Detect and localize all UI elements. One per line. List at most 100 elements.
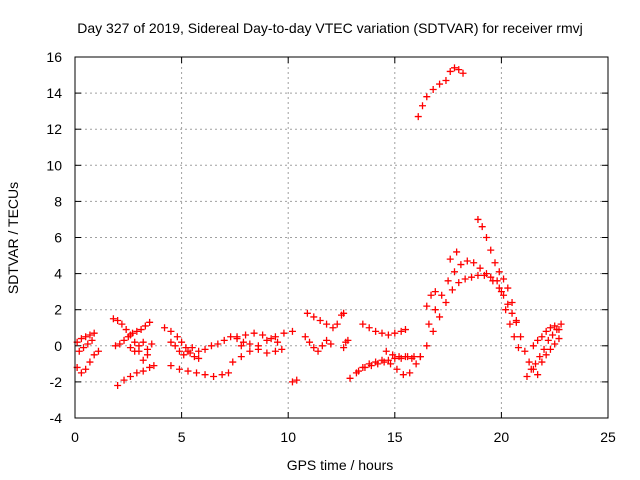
data-point <box>365 324 373 332</box>
x-tick-label: 10 <box>280 429 296 445</box>
x-tick-label: 5 <box>178 429 186 445</box>
data-point <box>167 362 175 370</box>
data-point <box>468 273 476 281</box>
data-point <box>254 345 262 353</box>
series-arc-11 <box>195 333 247 355</box>
data-point <box>271 347 279 355</box>
series-arc-14 <box>237 340 286 357</box>
data-point <box>508 298 516 306</box>
data-point <box>367 362 375 370</box>
data-point <box>510 333 518 341</box>
data-point <box>178 338 186 346</box>
data-point <box>293 376 301 384</box>
data-point <box>271 333 279 341</box>
data-point <box>380 358 388 366</box>
data-point <box>278 345 286 353</box>
y-tick-label: -2 <box>50 374 63 390</box>
data-point <box>327 340 335 348</box>
data-point <box>250 329 258 337</box>
data-point <box>306 338 314 346</box>
data-point <box>229 358 237 366</box>
data-point <box>423 93 431 101</box>
data-point <box>207 342 215 350</box>
data-point <box>124 333 132 341</box>
data-point <box>416 353 424 361</box>
data-point <box>301 333 309 341</box>
data-point <box>512 317 520 325</box>
series-arc-23 <box>382 347 416 362</box>
data-point <box>323 320 331 328</box>
data-point <box>482 270 490 278</box>
data-point <box>425 320 433 328</box>
data-point <box>540 345 548 353</box>
data-point <box>399 371 407 379</box>
data-point <box>387 360 395 368</box>
data-point <box>86 331 94 339</box>
data-point <box>150 362 158 370</box>
data-point <box>538 333 546 341</box>
data-point <box>355 367 363 375</box>
data-point <box>414 113 422 121</box>
data-point <box>161 324 169 332</box>
data-point <box>220 336 228 344</box>
data-point <box>218 371 226 379</box>
data-point <box>75 347 83 355</box>
data-point <box>384 356 392 364</box>
data-point <box>88 336 96 344</box>
data-point <box>542 351 550 359</box>
data-point <box>84 340 92 348</box>
series-arc-32 <box>538 335 563 366</box>
data-point <box>391 354 399 362</box>
y-tick-label: 2 <box>54 302 62 318</box>
data-point <box>463 257 471 265</box>
series-arc-24 <box>414 64 467 121</box>
data-point <box>263 336 271 344</box>
data-point <box>495 284 503 292</box>
data-point <box>184 367 192 375</box>
y-tick-label: -4 <box>50 410 63 426</box>
data-point <box>401 326 409 334</box>
series-arc-27 <box>423 288 439 310</box>
data-point <box>502 306 510 314</box>
series-arc-3 <box>75 336 96 355</box>
data-point <box>527 365 535 373</box>
data-point <box>450 64 458 72</box>
data-point <box>310 344 318 352</box>
data-point <box>173 333 181 341</box>
data-point <box>133 369 141 377</box>
data-point <box>122 326 130 334</box>
data-point <box>314 347 322 355</box>
data-point <box>201 345 209 353</box>
x-tick-label: 20 <box>494 429 510 445</box>
data-point <box>90 329 98 337</box>
data-point <box>82 333 90 341</box>
data-point <box>303 309 311 317</box>
x-tick-label: 15 <box>387 429 403 445</box>
data-point <box>359 320 367 328</box>
data-point <box>457 261 465 269</box>
data-point <box>500 275 508 283</box>
data-point <box>546 345 554 353</box>
data-point <box>133 327 141 335</box>
data-point <box>378 329 386 337</box>
data-point <box>274 338 282 346</box>
data-point <box>489 277 497 285</box>
series-arc-13 <box>233 329 282 346</box>
data-point <box>116 340 124 348</box>
grid-layer <box>75 57 608 418</box>
data-point <box>146 363 154 371</box>
data-point <box>94 347 102 355</box>
data-point <box>401 353 409 361</box>
data-point <box>318 342 326 350</box>
x-tick-label: 25 <box>600 429 616 445</box>
data-point <box>482 234 490 241</box>
data-point <box>246 347 254 355</box>
data-point <box>514 344 522 352</box>
series-arc-16 <box>301 333 335 355</box>
data-point <box>459 69 467 77</box>
data-point <box>77 335 85 343</box>
data-point <box>429 85 437 93</box>
data-point <box>389 351 397 359</box>
data-point <box>120 336 128 344</box>
data-point <box>412 360 420 368</box>
